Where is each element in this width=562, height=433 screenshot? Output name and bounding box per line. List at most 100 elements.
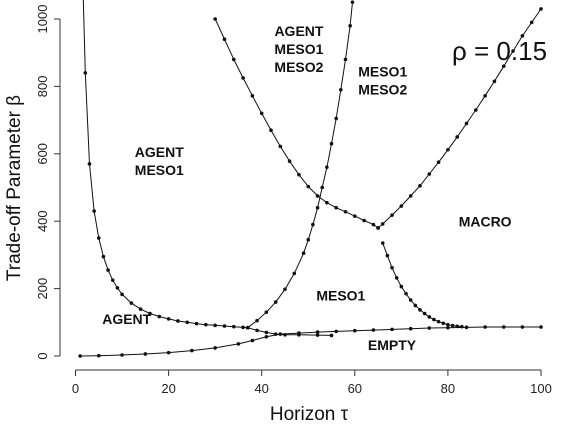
data-point [325, 200, 329, 205]
data-point [138, 307, 143, 311]
data-point [427, 326, 432, 330]
data-point [176, 319, 180, 323]
region-label-line: AGENT [102, 311, 151, 327]
data-point [157, 314, 162, 319]
x-tick-label: 80 [441, 381, 455, 396]
data-point [329, 333, 334, 338]
region-label-line: AGENT [135, 144, 184, 160]
data-point [394, 276, 399, 280]
data-point [350, 0, 355, 4]
data-point [110, 278, 115, 282]
data-point [259, 111, 264, 116]
y-axis-title: Trade-off Parameter β [4, 95, 25, 281]
data-point [418, 308, 422, 312]
data-point [213, 17, 217, 21]
data-point [148, 311, 152, 316]
data-point [115, 286, 120, 290]
region-label: AGENT MESO1 MESO2 [274, 23, 323, 75]
data-point [418, 184, 422, 188]
data-point [427, 315, 432, 319]
region-label-line: MESO1 [316, 287, 365, 303]
y-tick-label: 800 [35, 76, 50, 98]
data-point [325, 165, 329, 170]
region-label: AGENT [102, 311, 151, 327]
data-point [166, 350, 171, 355]
region-label: MACRO [459, 213, 512, 229]
data-point [255, 328, 259, 333]
data-point [492, 79, 497, 84]
data-point [399, 284, 404, 289]
rho-annotation: ρ = 0.15 [452, 36, 547, 66]
data-point [129, 301, 134, 305]
data-point [315, 205, 320, 210]
data-point [273, 300, 278, 304]
data-point [245, 325, 250, 330]
region-labels: AGENT MESO1 MESO2 MESO1 MESO2 AGENT MESO1 MACRO… [102, 23, 511, 353]
data-point [204, 322, 208, 327]
data-point [231, 324, 236, 329]
data-point [399, 204, 404, 208]
data-point [283, 287, 287, 292]
data-point [339, 87, 343, 92]
data-point [278, 332, 283, 336]
data-point [231, 57, 236, 62]
data-point [264, 330, 269, 335]
data-point [306, 184, 311, 189]
data-point [190, 348, 194, 353]
data-point [334, 329, 338, 334]
data-point [483, 325, 487, 329]
data-point [120, 353, 124, 357]
data-point [301, 251, 306, 256]
data-point [474, 108, 478, 112]
data-point [385, 253, 390, 258]
data-point [464, 325, 469, 330]
data-point [450, 323, 455, 328]
data-point [264, 334, 269, 339]
data-point [390, 213, 394, 217]
x-tick-label: 100 [530, 381, 552, 396]
data-point [539, 325, 543, 329]
data-point [120, 292, 124, 297]
y-tick-label: 600 [35, 143, 50, 165]
boundary-line-7 [80, 326, 541, 357]
data-point [446, 147, 450, 152]
data-point [241, 76, 245, 80]
data-point [376, 226, 380, 230]
data-point [315, 194, 320, 198]
data-point [297, 331, 301, 335]
data-point [441, 321, 446, 326]
data-point [404, 291, 408, 296]
data-point [264, 310, 269, 314]
region-label-line: AGENT [274, 23, 323, 39]
data-point [213, 323, 217, 328]
data-point [315, 333, 320, 337]
data-point [194, 321, 199, 326]
region-label-line: MESO1 [135, 162, 184, 178]
data-point [371, 222, 376, 227]
data-point [343, 209, 348, 214]
data-point [380, 241, 385, 245]
region-label-line: EMPTY [368, 337, 417, 353]
data-point [329, 141, 334, 146]
data-point [436, 319, 441, 324]
data-point [250, 338, 255, 343]
data-point [92, 209, 96, 213]
data-point [287, 159, 292, 164]
data-point [343, 57, 348, 62]
data-point [446, 325, 450, 330]
data-point [222, 37, 227, 42]
data-point [306, 237, 311, 242]
data-point [511, 49, 515, 53]
data-point [464, 121, 469, 126]
region-label-line: MESO2 [274, 59, 323, 75]
data-point [278, 144, 283, 149]
data-point [320, 185, 325, 190]
data-point [334, 116, 338, 121]
boundary-line-2 [247, 2, 353, 329]
data-point [143, 352, 148, 356]
region-label-line: MESO2 [358, 81, 407, 97]
data-point [311, 222, 315, 227]
region-label-line: MESO1 [358, 63, 407, 79]
data-point [529, 20, 534, 25]
